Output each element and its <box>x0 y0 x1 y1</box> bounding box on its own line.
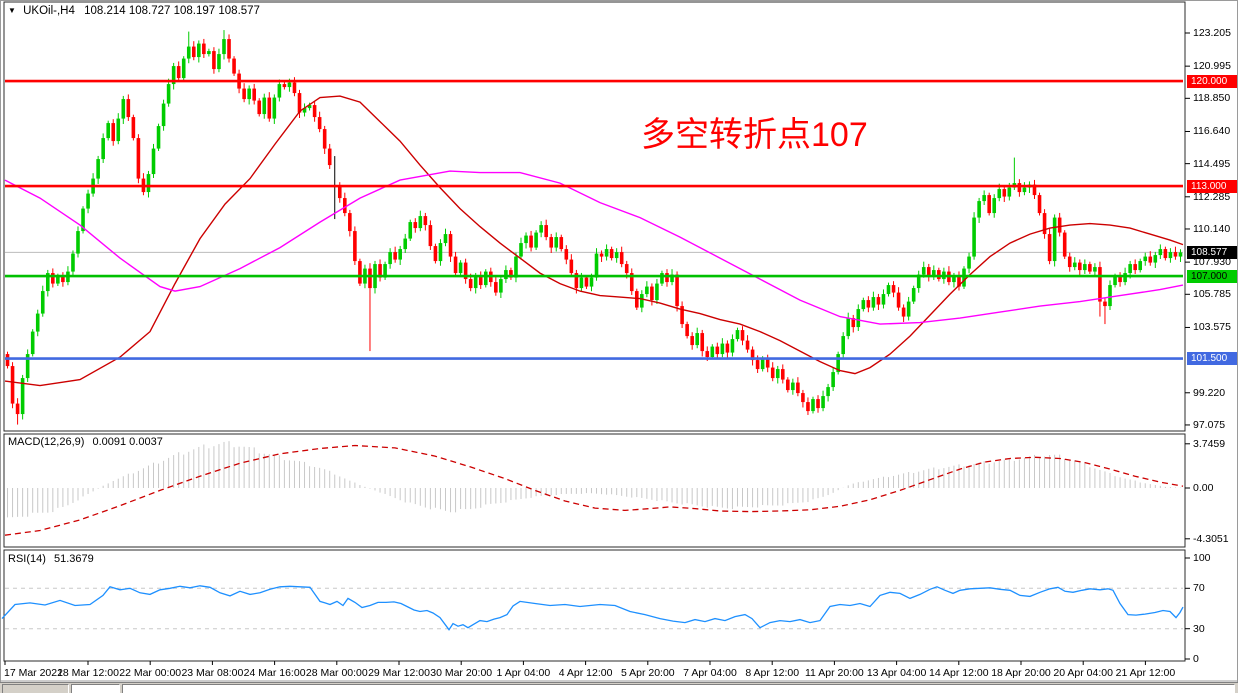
macd-values: 0.0091 0.0037 <box>92 436 163 448</box>
price-tick-label: 110.140 <box>1193 222 1231 235</box>
macd-pane <box>3 433 1186 548</box>
symbol-period-label: UKOil-,H4 <box>23 5 75 17</box>
price-tick-label: 114.495 <box>1193 157 1231 170</box>
ma-slow-magenta-line <box>4 170 1184 325</box>
date-label: 28 Mar 00:00 <box>305 667 368 679</box>
date-label: 22 Mar 00:00 <box>119 667 182 679</box>
rsi-pane <box>3 549 1186 662</box>
price-tick-label: 97.075 <box>1193 418 1226 431</box>
date-label: 18 Mar 12:00 <box>57 667 119 679</box>
status-bar <box>0 682 1238 693</box>
price-badge-120.000: 120.000 <box>1187 74 1237 88</box>
status-section-2 <box>71 684 120 693</box>
macd-tick-label: 0.00 <box>1193 482 1214 494</box>
date-label: 18 Apr 20:00 <box>991 667 1051 679</box>
date-label: 4 Apr 12:00 <box>558 667 613 679</box>
price-tick-label: 105.785 <box>1193 288 1231 301</box>
price-badge-113.000: 113.000 <box>1187 179 1237 193</box>
candles-layer <box>5 30 1183 425</box>
rsi-tick-label: 0 <box>1193 653 1199 665</box>
date-label: 29 Mar 12:00 <box>368 667 430 679</box>
ma-fast-red-line <box>4 95 1184 387</box>
date-label: 17 Mar 2022 <box>4 667 63 679</box>
date-label: 30 Mar 20:00 <box>430 667 493 679</box>
macd-signal-line <box>4 444 1184 536</box>
chart-title: ▼ UKOil-,H4 108.214 108.727 108.197 108.… <box>8 5 260 17</box>
rsi-tick-label: 30 <box>1193 622 1205 635</box>
date-label: 7 Apr 04:00 <box>683 667 737 679</box>
price-tick-label: 103.575 <box>1193 321 1231 334</box>
date-label: 23 Mar 08:00 <box>181 667 244 679</box>
rsi-values: 51.3679 <box>53 553 94 565</box>
date-label: 20 Apr 04:00 <box>1053 667 1113 679</box>
price-tick-label: 107.930 <box>1193 256 1231 269</box>
date-label: 13 Apr 04:00 <box>866 667 927 679</box>
price-pane <box>3 1 1186 432</box>
rsi-line <box>1 585 1184 631</box>
symbol-marker-icon: ▼ <box>8 6 16 15</box>
rsi-indicator-label: RSI(14) 51.3679 <box>8 553 94 565</box>
macd-tick-label: 3.7459 <box>1193 437 1226 450</box>
price-tick-label: 118.850 <box>1193 92 1231 105</box>
price-badge-101.500: 101.500 <box>1187 352 1237 366</box>
status-section-1 <box>2 684 69 693</box>
chart-annotation-text[interactable]: 多空转折点107 <box>641 116 868 154</box>
rsi-name: RSI(14) <box>8 553 46 565</box>
date-label: 1 Apr 04:00 <box>496 667 551 679</box>
macd-tick-label: -4.3051 <box>1193 532 1229 545</box>
date-label: 14 Apr 12:00 <box>929 667 989 679</box>
date-label: 8 Apr 12:00 <box>745 667 800 679</box>
price-tick-label: 116.640 <box>1193 125 1231 138</box>
date-label: 11 Apr 20:00 <box>805 667 864 679</box>
macd-name: MACD(12,26,9) <box>8 436 85 448</box>
price-tick-label: 112.285 <box>1193 190 1231 203</box>
date-label: 5 Apr 20:00 <box>620 667 675 679</box>
macd-histogram <box>7 441 1181 518</box>
rsi-tick-label: 100 <box>1193 552 1211 564</box>
status-section-3 <box>122 684 1235 693</box>
rsi-tick-label: 70 <box>1193 582 1205 595</box>
macd-indicator-label: MACD(12,26,9) 0.0091 0.0037 <box>8 436 163 448</box>
price-tick-label: 120.995 <box>1193 60 1231 73</box>
price-badge-108.577: 108.577 <box>1187 245 1237 259</box>
ohlc-values: 108.214 108.727 108.197 108.577 <box>84 5 260 17</box>
date-label: 24 Mar 16:00 <box>243 667 306 679</box>
date-label: 21 Apr 12:00 <box>1115 667 1176 679</box>
price-badge-107.000: 107.000 <box>1187 269 1237 283</box>
price-tick-label: 99.220 <box>1193 386 1226 399</box>
price-tick-label: 123.205 <box>1193 27 1231 39</box>
